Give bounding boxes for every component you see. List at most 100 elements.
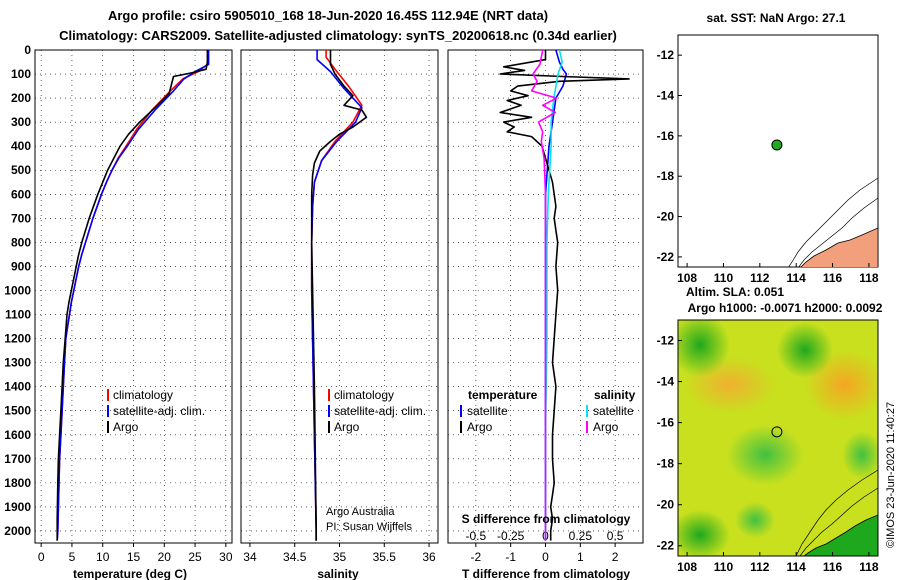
- sla-map-panel: Altim. SLA: 0.051 Argo h1000: -0.0071 h2…: [657, 285, 883, 574]
- x-tick-label: 35: [333, 550, 347, 564]
- s-difference-axis: -0.5 -0.25 0 0.25 0.5: [466, 529, 624, 543]
- map-y-tick-label: -18: [657, 457, 675, 471]
- map-y-tick-label: -18: [657, 169, 675, 183]
- x-tick-label: 34.5: [283, 550, 307, 564]
- temperature-lines: [56, 50, 210, 541]
- pi-credit: PI: Susan Wijffels: [326, 521, 412, 533]
- sla-heatmap: [678, 320, 878, 556]
- map-x-tick-label: 108: [677, 271, 697, 285]
- temperature-x-axis: 0 5 10 15 20 25 30: [38, 543, 233, 564]
- bathymetry-contour-inner: [799, 487, 878, 556]
- series-line-s-satellite: [544, 50, 564, 541]
- map-y-tick-label: -14: [657, 89, 675, 103]
- sla-low-anomaly: [777, 322, 833, 378]
- temperature-x-label: temperature (deg C): [73, 567, 187, 580]
- map-x-tick-label: 110: [714, 560, 734, 574]
- legend-argo-label: Argo: [113, 420, 139, 434]
- map-y-tick-label: -14: [657, 375, 675, 389]
- salinity-plot-frame: [240, 49, 439, 544]
- salinity-x-label: salinity: [317, 567, 359, 580]
- figure-title-line1: Argo profile: csiro 5905010_168 18-Jun-2…: [108, 8, 548, 23]
- x-tick-label: 20: [158, 550, 172, 564]
- series-line-s-argo: [530, 50, 558, 541]
- legend-climatology-label: climatology: [334, 388, 394, 402]
- salinity-grid: [241, 50, 438, 543]
- series-line-satellite-adj-clim-: [56, 50, 210, 541]
- sst-map-frame: [677, 34, 879, 268]
- salinity-legend: climatology satellite-adj. clim. Argo: [328, 388, 426, 434]
- sst-map-panel: sat. SST: NaN Argo: 27.1 108 110 112 114 116…: [657, 11, 879, 285]
- map-x-tick-label: 114: [787, 560, 807, 574]
- sla-low-anomaly: [678, 320, 730, 377]
- temperature-panel: 0100200300400500600700800900100011001200…: [4, 43, 233, 580]
- temperature-plot-frame: [34, 49, 233, 544]
- sla-low-anomaly: [727, 425, 803, 485]
- s-difference-axis-label: S difference from climatology: [462, 512, 631, 526]
- pressure-axis: 0 100 200 300 400 500 600 700 800 900 1000 1100 1200…: [4, 43, 31, 538]
- imos-stamp: ©IMOS 23-Jun-2020 11:40:27: [885, 402, 897, 548]
- legend-argo-label: Argo: [334, 420, 360, 434]
- legend-satellite-label: satellite-adj. clim.: [113, 404, 205, 418]
- map-x-tick-label: 110: [714, 271, 734, 285]
- sla-low-anomaly: [678, 510, 730, 556]
- legend-satellite-label: satellite-adj. clim.: [334, 404, 426, 418]
- map-y-tick-label: -16: [657, 416, 675, 430]
- sla-map-title-line2: Argo h1000: -0.0071 h2000: 0.0092: [688, 301, 883, 315]
- y-tick-label: 100: [11, 67, 31, 81]
- salinity-lines: [310, 50, 368, 541]
- map-y-tick-label: -12: [657, 334, 675, 348]
- legend-temperature-title: temperature: [468, 388, 538, 402]
- series-line-t-satellite: [544, 50, 568, 541]
- sst-map-axes: 108 110 112 114 116 118 -12 -14 -16 -18 -20 -22: [657, 48, 879, 285]
- map-x-tick-label: 116: [823, 271, 843, 285]
- australia-coast-land: [803, 514, 878, 556]
- y-tick-label: 1300: [4, 356, 31, 370]
- map-y-tick-label: -20: [657, 498, 675, 512]
- y-tick-label: 1000: [4, 283, 31, 297]
- series-line-satellite-adj-clim-: [310, 50, 363, 541]
- map-y-tick-label: -20: [657, 210, 675, 224]
- map-x-tick-label: 112: [750, 560, 770, 574]
- y-tick-label: 800: [11, 235, 31, 249]
- y-tick-label: 300: [11, 115, 31, 129]
- y-tick-label: 1100: [5, 308, 31, 322]
- temperature-grid: [35, 50, 232, 543]
- y-tick-label: 400: [11, 139, 31, 153]
- x-tick-label: -2: [471, 550, 482, 564]
- difference-panel: -2 -1 0 1 2 -0.5 -0.25 0 0.25 0.5 T difference f…: [447, 49, 644, 580]
- y-tick-label: 1900: [4, 500, 31, 514]
- bathymetry-contour: [788, 177, 878, 267]
- t-difference-x-axis: -2 -1 0 1 2: [471, 543, 619, 564]
- argo-australia-credit: Argo Australia: [326, 506, 395, 518]
- map-y-tick-label: -22: [657, 539, 675, 553]
- x-tick-label: 34: [243, 550, 257, 564]
- y-tick-label: 600: [11, 187, 31, 201]
- temperature-legend: climatology satellite-adj. clim. Argo: [107, 388, 205, 434]
- legend-t-argo-label: Argo: [467, 420, 493, 434]
- y-tick-label: 1800: [4, 476, 31, 490]
- sst-map-land: [788, 177, 878, 267]
- x-tick-label: -1: [505, 550, 516, 564]
- sst-map-title: sat. SST: NaN Argo: 27.1: [707, 11, 846, 25]
- sla-low-anomaly: [842, 431, 878, 479]
- legend-s-argo-label: Argo: [593, 420, 619, 434]
- t-difference-x-label: T difference from climatology: [462, 567, 630, 580]
- salinity-panel: 34 34.5 35 35.5 36 salinity climatology sate…: [240, 49, 439, 580]
- y-tick-label: 1600: [4, 428, 31, 442]
- series-line-argo: [56, 50, 209, 541]
- map-x-tick-label: 118: [859, 271, 879, 285]
- y-tick-label: 900: [11, 259, 31, 273]
- sla-map-title-line1: Altim. SLA: 0.051: [686, 285, 784, 299]
- x-tick-label: 2: [612, 550, 619, 564]
- salinity-x-axis: 34 34.5 35 35.5 36: [243, 543, 436, 564]
- x-tick-label: 10: [96, 550, 110, 564]
- x-tick-label: 0: [38, 550, 45, 564]
- y-tick-label: 1700: [4, 452, 31, 466]
- series-line-climatology: [56, 50, 209, 541]
- y-tick-label: 200: [11, 91, 31, 105]
- y-tick-label: 0: [24, 43, 31, 57]
- legend-climatology-label: climatology: [113, 388, 173, 402]
- legend-t-satellite-label: satellite: [467, 404, 508, 418]
- s-tick-label: 0.5: [607, 529, 624, 543]
